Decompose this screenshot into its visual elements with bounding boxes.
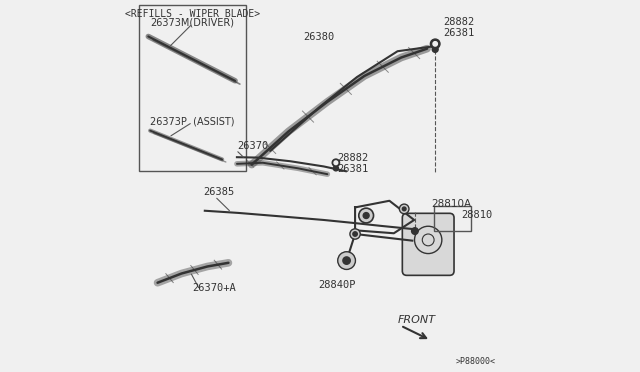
Circle shape — [343, 257, 350, 264]
Bar — [139, 5, 246, 171]
Text: 26370+A: 26370+A — [193, 283, 236, 293]
Text: 28882: 28882 — [338, 153, 369, 163]
FancyBboxPatch shape — [403, 213, 454, 275]
Circle shape — [332, 159, 340, 166]
Text: 26370: 26370 — [237, 141, 268, 151]
Text: 26373M(DRIVER): 26373M(DRIVER) — [150, 18, 235, 28]
Text: 26373P  (ASSIST): 26373P (ASSIST) — [150, 116, 235, 126]
Circle shape — [363, 212, 369, 218]
Text: 28840P: 28840P — [318, 279, 356, 289]
Text: 26385: 26385 — [204, 187, 235, 197]
Circle shape — [350, 229, 360, 239]
Circle shape — [353, 232, 357, 236]
Circle shape — [399, 204, 409, 214]
Text: FRONT: FRONT — [397, 315, 436, 325]
Circle shape — [412, 228, 418, 234]
Circle shape — [433, 42, 437, 46]
Text: 28810: 28810 — [461, 211, 492, 221]
Text: 28810A: 28810A — [431, 199, 471, 209]
Text: 26380: 26380 — [303, 32, 335, 42]
Circle shape — [432, 46, 438, 52]
Circle shape — [333, 166, 339, 171]
Text: 26381: 26381 — [338, 164, 369, 174]
Text: >P88000<: >P88000< — [456, 357, 495, 366]
Circle shape — [338, 252, 355, 269]
Circle shape — [334, 161, 338, 164]
Circle shape — [430, 39, 440, 49]
Text: 28882: 28882 — [444, 17, 475, 28]
Bar — [434, 206, 470, 231]
Circle shape — [359, 208, 374, 223]
Circle shape — [403, 207, 406, 211]
Text: 26381: 26381 — [444, 29, 475, 38]
Text: <REFILLS - WIPER BLADE>: <REFILLS - WIPER BLADE> — [125, 9, 260, 19]
